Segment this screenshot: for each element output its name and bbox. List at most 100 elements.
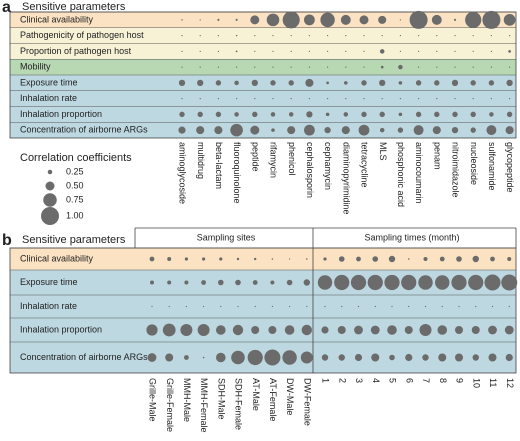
bubble [290, 50, 292, 52]
bubble [250, 125, 260, 135]
bubble [490, 66, 492, 68]
bubble [254, 305, 256, 308]
column-label: SDH-Male [216, 378, 226, 420]
bubble [185, 305, 187, 308]
bubble [201, 280, 207, 285]
legend-label: 1.00 [66, 210, 84, 220]
bubble [288, 112, 294, 117]
bubble [317, 275, 333, 290]
row-label: Mobility [20, 62, 51, 72]
bubble [338, 354, 345, 361]
bubble [472, 35, 474, 37]
bubble [501, 274, 518, 291]
row-label: Inhalation proportion [20, 109, 102, 119]
column-label: cephamycin [323, 142, 333, 190]
bubble [345, 98, 347, 100]
bubble [432, 126, 441, 135]
legend-title: Correlation coefficients [20, 152, 132, 164]
bubble [404, 326, 413, 334]
bubble [270, 112, 276, 117]
bubble [458, 305, 460, 308]
bubble [372, 256, 379, 262]
bubble [308, 66, 310, 68]
bubble [300, 351, 313, 364]
bubble [251, 79, 258, 87]
bubble [181, 50, 183, 52]
bubble [216, 325, 226, 335]
row-label: Clinical availability [20, 253, 94, 263]
bubble [254, 35, 256, 37]
bubble [354, 353, 363, 362]
bubble [202, 257, 206, 261]
bubble [290, 35, 292, 37]
bubble [254, 66, 256, 68]
bubble [168, 305, 170, 308]
bubble [490, 50, 492, 52]
bubble [218, 279, 224, 286]
bubble [452, 111, 458, 118]
bubble [219, 257, 223, 261]
bubble [282, 350, 297, 365]
bubble [196, 126, 205, 135]
bubble [468, 274, 484, 291]
legend-bubble [47, 169, 53, 175]
row-label: Concentration of airborne ARGs [20, 352, 148, 362]
bubble [418, 98, 420, 100]
bubble [303, 279, 310, 286]
bubble [199, 35, 201, 37]
bubble [505, 353, 513, 362]
column-label: DW-Male [285, 378, 295, 415]
bubble [234, 80, 239, 86]
group-header: Sampling times (month) [364, 232, 459, 242]
bubble [506, 79, 513, 87]
legend-label: 0.25 [66, 166, 84, 176]
bubble [235, 50, 238, 53]
bubble [391, 305, 393, 308]
bubble [272, 98, 274, 100]
bubble [323, 257, 327, 261]
column-label: tetracycline [360, 142, 370, 188]
panel-label: b [2, 232, 12, 249]
bubble [358, 124, 370, 136]
row-band [10, 27, 516, 44]
bubble [234, 112, 239, 117]
bubble [180, 324, 193, 336]
bubble [250, 15, 260, 25]
bubble [423, 257, 428, 261]
bubble [361, 80, 367, 86]
bubble [363, 66, 365, 68]
legend-bubble [43, 193, 57, 207]
bubble [361, 111, 367, 118]
bubble [363, 50, 365, 52]
bubble [181, 98, 183, 100]
bubble [398, 64, 403, 70]
bubble [388, 255, 396, 263]
bubble [271, 258, 274, 260]
bubble [178, 126, 186, 134]
bubble [197, 324, 210, 336]
bubble [181, 35, 183, 37]
bubble [306, 305, 308, 308]
bubble [324, 126, 331, 134]
bubble [381, 35, 383, 37]
bubble [435, 275, 450, 290]
column-label: cephalosporin [305, 142, 315, 198]
bubble [147, 353, 157, 362]
column-label: 4 [371, 378, 381, 383]
column-label: AT-Male [251, 378, 261, 411]
bubble [455, 326, 463, 334]
bubble [231, 350, 245, 365]
bubble [472, 98, 474, 100]
bubble [236, 257, 240, 261]
bubble [507, 257, 512, 261]
bubble [199, 66, 201, 68]
bubble [488, 80, 495, 86]
plot-frame [9, 247, 517, 374]
bubble [217, 98, 219, 100]
panel-title: Sensitive parameters [22, 234, 126, 246]
bubble [287, 126, 296, 135]
bubble [399, 50, 401, 52]
bubble [456, 256, 462, 262]
bubble [327, 66, 329, 68]
